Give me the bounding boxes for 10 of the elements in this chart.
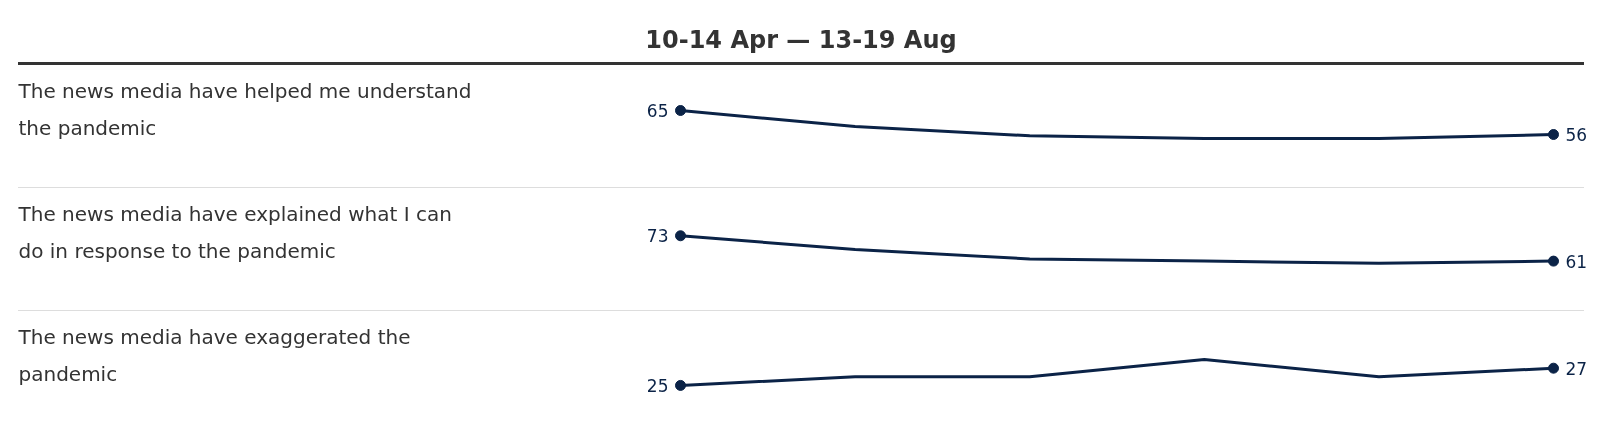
data-label: 61 (1565, 251, 1588, 272)
data-label: 73 (646, 226, 669, 247)
chart-title: 10-14 Apr — 13-19 Aug (645, 25, 957, 56)
y-axis-title: The news media have explained what I can do in response to the pandemic (17, 201, 452, 263)
y-axis-title: The news media have exaggerated the pandemic (17, 324, 411, 386)
y-axis-title: The news media have helped me understand the pandemic (17, 78, 472, 140)
data-label: 25 (646, 375, 669, 396)
data-label: 56 (1565, 125, 1588, 145)
data-label: 27 (1565, 358, 1588, 379)
data-label: 65 (646, 101, 669, 121)
